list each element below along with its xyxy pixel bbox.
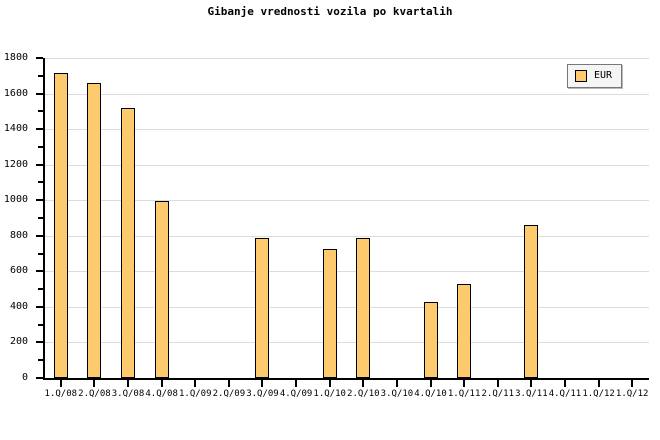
gridline xyxy=(44,58,649,59)
y-tick-minor xyxy=(38,145,43,148)
x-tick xyxy=(631,380,634,387)
y-axis-label: 1800 xyxy=(3,52,28,63)
bar xyxy=(356,237,371,378)
gridline xyxy=(44,93,649,95)
x-axis-label: 1.Q/10 xyxy=(313,389,346,399)
y-tick-major xyxy=(36,163,43,166)
x-tick xyxy=(127,380,130,387)
x-tick xyxy=(328,380,331,387)
gridline xyxy=(44,129,649,131)
x-tick xyxy=(194,380,197,387)
x-axis-label: 2.Q/10 xyxy=(347,389,380,399)
bar xyxy=(255,237,270,378)
x-axis-label: 2.Q/09 xyxy=(212,389,246,399)
y-tick-major xyxy=(36,270,43,273)
gridlines xyxy=(44,58,649,378)
chart-legend: EUR xyxy=(567,64,623,88)
y-tick-major xyxy=(36,199,43,202)
y-axis-label: 400 xyxy=(9,300,28,312)
y-axis-label: 1000 xyxy=(3,194,28,206)
y-axis-label: 0 xyxy=(21,372,28,383)
y-axis-label: 1600 xyxy=(3,87,28,99)
gridline xyxy=(44,200,649,202)
x-axis-label: 3.Q/09 xyxy=(246,389,279,399)
x-tick xyxy=(395,380,398,387)
gridline xyxy=(44,271,649,273)
y-tick-minor xyxy=(38,323,43,326)
bar xyxy=(87,83,102,378)
x-tick xyxy=(530,380,533,387)
y-tick-minor xyxy=(38,181,43,184)
legend-label-eur: EUR xyxy=(594,70,613,81)
y-tick-minor xyxy=(38,252,43,255)
x-tick xyxy=(563,380,566,387)
y-axis-label: 1400 xyxy=(3,123,28,135)
x-axis-label: 1.Q/08 xyxy=(44,389,78,399)
y-tick-major xyxy=(36,377,43,379)
bar xyxy=(457,284,472,378)
x-tick xyxy=(295,380,298,387)
chart-title: Gibanje vrednosti vozila po kvartalih xyxy=(207,5,453,18)
y-axis-label: 200 xyxy=(9,336,28,348)
legend-swatch-eur xyxy=(575,70,587,82)
x-tick xyxy=(362,380,365,387)
y-tick-major xyxy=(36,128,43,131)
y-axis-label: 1200 xyxy=(3,158,28,170)
y-axis-label: 800 xyxy=(9,229,28,241)
y-tick-major xyxy=(36,92,43,95)
gridline xyxy=(44,306,649,308)
x-tick xyxy=(496,380,499,387)
x-tick xyxy=(160,380,163,387)
x-axis-label: 4.Q/11 xyxy=(548,389,582,399)
bar xyxy=(154,201,169,378)
y-tick-major xyxy=(36,57,43,59)
y-tick-major xyxy=(36,341,43,344)
x-tick xyxy=(227,380,230,387)
y-tick-minor xyxy=(38,110,43,113)
x-axis-label: 4.Q/08 xyxy=(145,389,178,399)
x-axis-label: 4.Q/09 xyxy=(279,389,313,399)
x-axis-label: 1.Q/11 xyxy=(447,389,481,399)
y-axis-label: 600 xyxy=(9,265,28,277)
gridline xyxy=(44,235,649,237)
x-axis-label: 1.Q/12 xyxy=(582,389,615,399)
x-axis-label: 1.Q/12 xyxy=(615,389,649,399)
y-tick-major xyxy=(36,234,43,237)
bar xyxy=(322,249,337,378)
y-axis-line xyxy=(43,58,45,379)
x-axis-label: 2.Q/08 xyxy=(78,389,111,399)
x-axis-label: 3.Q/08 xyxy=(111,389,145,399)
bar xyxy=(524,224,539,378)
gridline xyxy=(44,342,649,344)
bar xyxy=(53,72,68,378)
x-tick xyxy=(463,380,466,387)
y-tick-minor xyxy=(38,217,43,219)
x-tick xyxy=(597,380,600,387)
x-axis-label: 2.Q/11 xyxy=(481,389,515,399)
x-tick xyxy=(59,380,62,387)
gridline xyxy=(44,164,649,166)
x-tick xyxy=(429,380,432,387)
plot-area xyxy=(44,58,649,378)
x-axis-label: 1.Q/09 xyxy=(178,389,212,399)
x-axis-line xyxy=(43,378,649,380)
bar xyxy=(423,302,438,378)
y-tick-minor xyxy=(38,288,43,291)
x-tick xyxy=(93,380,96,387)
x-tick xyxy=(261,380,264,387)
y-tick-minor xyxy=(38,74,43,77)
y-tick-major xyxy=(36,305,43,308)
x-axis-label: 3.Q/10 xyxy=(380,389,414,399)
x-axis-label: 3.Q/11 xyxy=(515,389,548,399)
bar xyxy=(121,107,136,378)
y-tick-minor xyxy=(38,359,43,362)
x-axis-label: 4.Q/10 xyxy=(414,389,447,399)
